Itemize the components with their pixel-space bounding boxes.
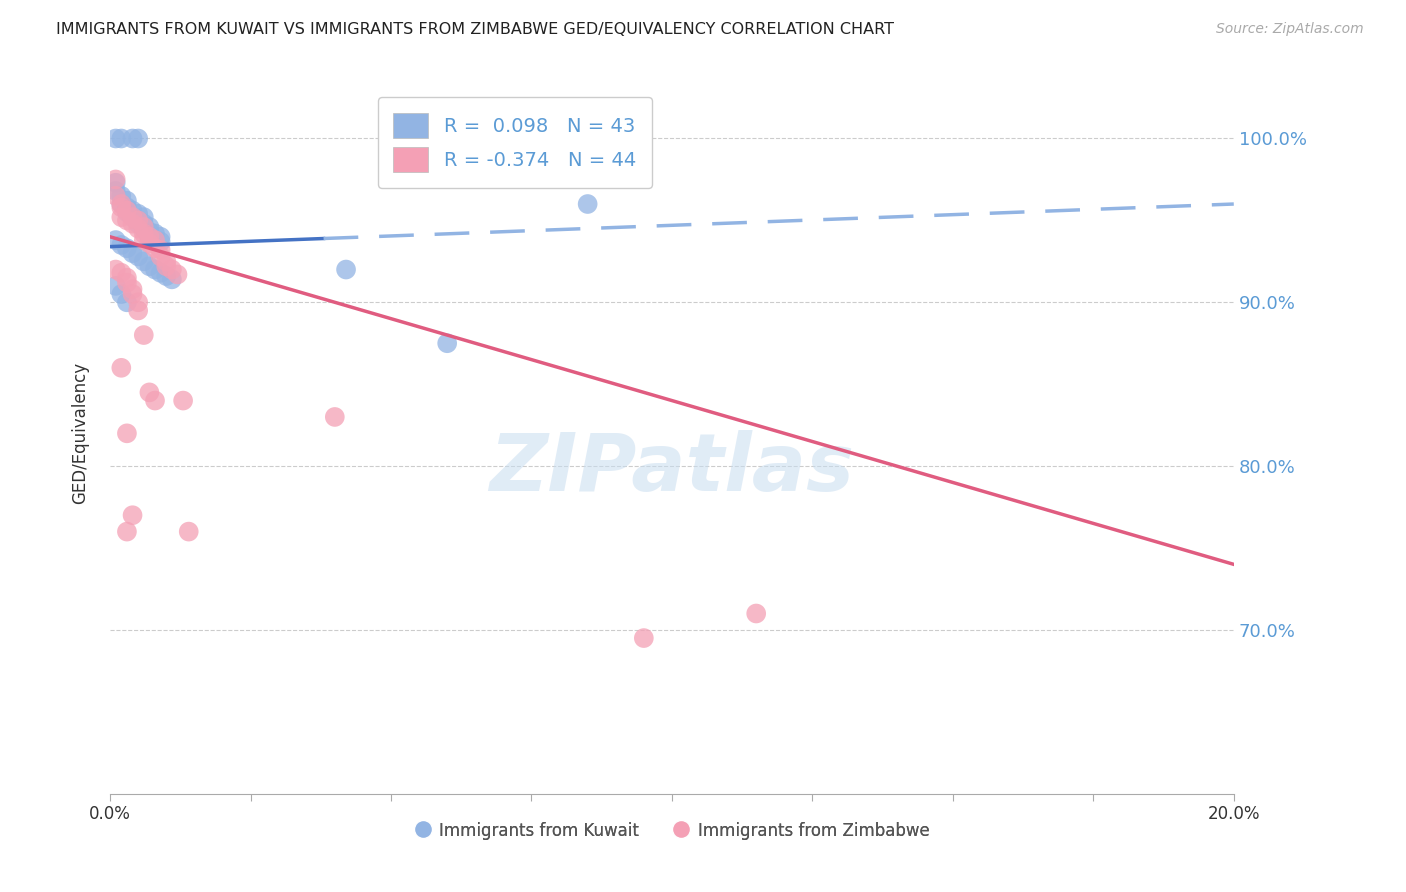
- Point: [143, 227, 166, 241]
- Text: IMMIGRANTS FROM KUWAIT VS IMMIGRANTS FROM ZIMBABWE GED/EQUIVALENCY CORRELATION C: IMMIGRANTS FROM KUWAIT VS IMMIGRANTS FRO…: [56, 22, 894, 37]
- Point: [110, 200, 132, 214]
- Point: [127, 221, 149, 235]
- Point: [127, 217, 149, 231]
- Point: [633, 631, 655, 645]
- Point: [138, 259, 160, 273]
- Point: [132, 221, 155, 235]
- Point: [121, 246, 143, 260]
- Point: [177, 524, 200, 539]
- Point: [121, 210, 143, 224]
- Point: [335, 262, 357, 277]
- Point: [132, 233, 155, 247]
- Point: [115, 200, 138, 214]
- Point: [132, 210, 155, 224]
- Point: [138, 225, 160, 239]
- Point: [160, 272, 183, 286]
- Point: [745, 607, 768, 621]
- Point: [115, 194, 138, 208]
- Point: [155, 269, 177, 284]
- Point: [138, 385, 160, 400]
- Point: [127, 303, 149, 318]
- Point: [127, 131, 149, 145]
- Point: [127, 207, 149, 221]
- Point: [110, 197, 132, 211]
- Point: [104, 131, 127, 145]
- Point: [138, 219, 160, 234]
- Point: [436, 336, 458, 351]
- Point: [110, 197, 132, 211]
- Point: [149, 249, 172, 263]
- Point: [127, 213, 149, 227]
- Point: [132, 328, 155, 343]
- Point: [110, 360, 132, 375]
- Point: [172, 393, 194, 408]
- Point: [143, 262, 166, 277]
- Point: [127, 213, 149, 227]
- Point: [138, 229, 160, 244]
- Y-axis label: GED/Equivalency: GED/Equivalency: [72, 362, 89, 504]
- Point: [143, 241, 166, 255]
- Legend: Immigrants from Kuwait, Immigrants from Zimbabwe: Immigrants from Kuwait, Immigrants from …: [408, 815, 936, 847]
- Point: [115, 205, 138, 219]
- Point: [104, 233, 127, 247]
- Point: [110, 189, 132, 203]
- Point: [110, 266, 132, 280]
- Point: [138, 229, 160, 244]
- Point: [104, 262, 127, 277]
- Point: [149, 243, 172, 257]
- Point: [110, 287, 132, 301]
- Point: [121, 203, 143, 218]
- Point: [104, 279, 127, 293]
- Text: Source: ZipAtlas.com: Source: ZipAtlas.com: [1216, 22, 1364, 37]
- Point: [323, 409, 346, 424]
- Point: [121, 287, 143, 301]
- Point: [166, 268, 188, 282]
- Point: [115, 426, 138, 441]
- Point: [110, 131, 132, 145]
- Point: [155, 259, 177, 273]
- Point: [110, 210, 132, 224]
- Point: [132, 227, 155, 241]
- Point: [110, 238, 132, 252]
- Point: [149, 229, 172, 244]
- Point: [143, 233, 166, 247]
- Point: [115, 203, 138, 218]
- Point: [160, 262, 183, 277]
- Point: [115, 241, 138, 255]
- Point: [121, 282, 143, 296]
- Point: [121, 217, 143, 231]
- Point: [132, 254, 155, 268]
- Point: [143, 233, 166, 247]
- Point: [149, 266, 172, 280]
- Point: [104, 172, 127, 186]
- Point: [121, 131, 143, 145]
- Point: [132, 219, 155, 234]
- Point: [104, 176, 127, 190]
- Text: ZIPatlas: ZIPatlas: [489, 430, 855, 508]
- Point: [155, 254, 177, 268]
- Point: [115, 295, 138, 310]
- Point: [121, 210, 143, 224]
- Point: [127, 249, 149, 263]
- Point: [115, 213, 138, 227]
- Point: [576, 197, 599, 211]
- Point: [132, 217, 155, 231]
- Point: [149, 235, 172, 249]
- Point: [115, 524, 138, 539]
- Point: [104, 184, 127, 198]
- Point: [127, 295, 149, 310]
- Point: [121, 508, 143, 523]
- Point: [138, 236, 160, 251]
- Point: [115, 276, 138, 290]
- Point: [143, 393, 166, 408]
- Point: [104, 189, 127, 203]
- Point: [115, 270, 138, 285]
